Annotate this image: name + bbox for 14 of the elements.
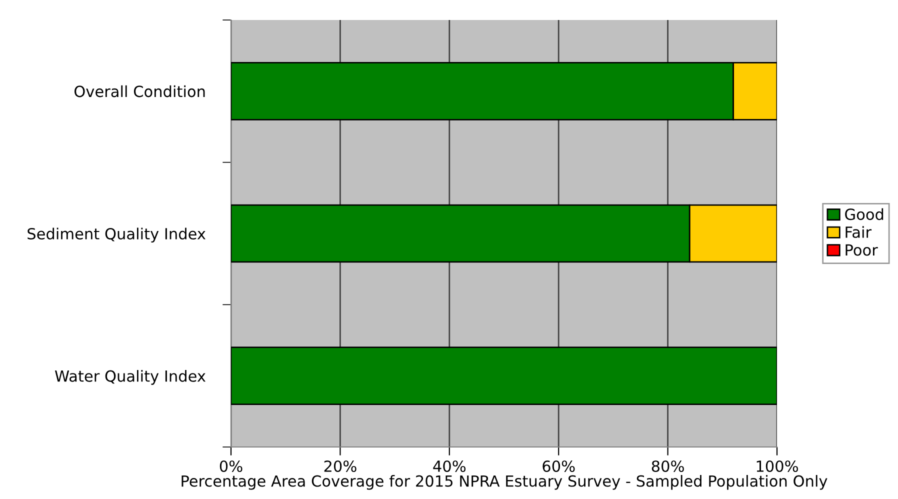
y-tick-label: Water Quality Index	[54, 370, 206, 385]
x-tick-label: 80%	[652, 460, 684, 472]
x-tick-label: 60%	[542, 460, 575, 472]
y-tick-label: Overall Condition	[74, 85, 205, 98]
legend-label: Good	[845, 208, 884, 220]
x-tick-label: 100%	[756, 460, 798, 472]
legend-label: Fair	[846, 226, 872, 238]
x-axis-title: Percentage Area Coverage for 2015 NPRA Estuary Survey - Sampled Population Only	[182, 474, 828, 490]
y-tick-label: Sediment Quality Index	[28, 228, 206, 242]
bar	[231, 346, 777, 405]
x-tick-label: 0%	[220, 460, 242, 472]
x-tick-label: 20%	[324, 460, 356, 472]
x-tick-label: 40%	[433, 460, 466, 472]
legend-label: Poor	[846, 244, 878, 256]
